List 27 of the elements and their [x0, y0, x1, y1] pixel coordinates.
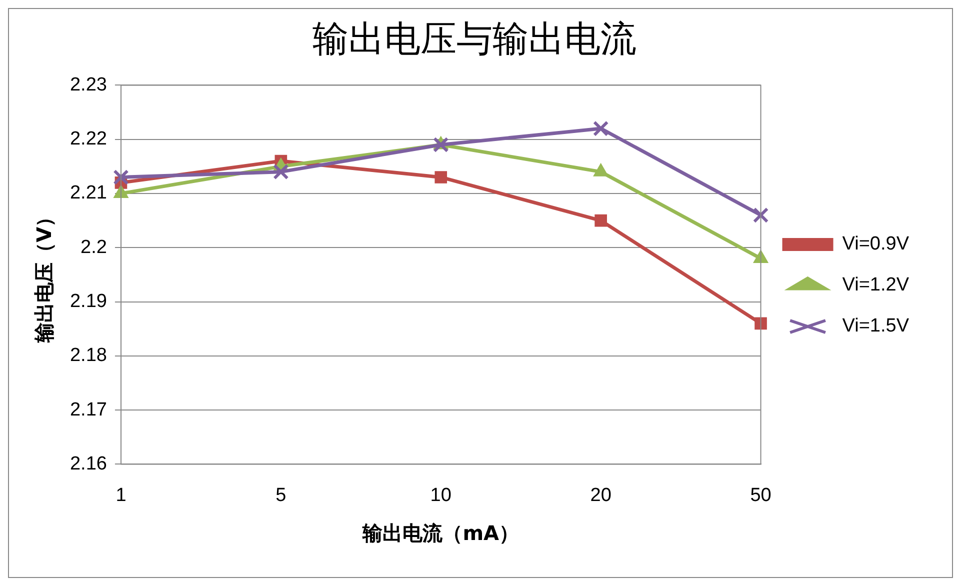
point — [433, 136, 449, 153]
y-tick-label: 2.21 — [70, 182, 107, 204]
point — [273, 164, 289, 180]
y-tick-label: 2.18 — [70, 345, 107, 366]
point — [592, 120, 609, 136]
y-axis-title: 输出电压（V） — [32, 206, 56, 344]
y-tick-label: 2.22 — [70, 128, 107, 150]
y-tick-label: 2.2 — [80, 236, 107, 258]
x-axis-title: 输出电流（mA） — [362, 521, 520, 546]
point — [434, 171, 448, 184]
legend-label: Vi=1.5V — [842, 316, 910, 337]
point — [113, 169, 129, 186]
chart-title: 输出电压与输出电流 — [312, 18, 636, 60]
legend-label: Vi=1.2V — [842, 274, 910, 296]
y-tick-label: 2.23 — [70, 74, 107, 96]
x-tick-label: 1 — [116, 484, 126, 506]
y-tick-label: 2.16 — [70, 453, 107, 474]
x-tick-label: 50 — [750, 484, 772, 506]
x-tick-label: 5 — [276, 484, 286, 506]
x-tick-label: 20 — [590, 484, 612, 506]
y-tick-label: 2.19 — [70, 291, 107, 312]
legend-label: Vi=0.9V — [842, 234, 910, 255]
point — [594, 214, 607, 227]
y-tick-label: 2.17 — [70, 399, 107, 420]
point — [752, 207, 769, 224]
point — [754, 317, 767, 330]
x-tick-label: 10 — [430, 484, 452, 506]
